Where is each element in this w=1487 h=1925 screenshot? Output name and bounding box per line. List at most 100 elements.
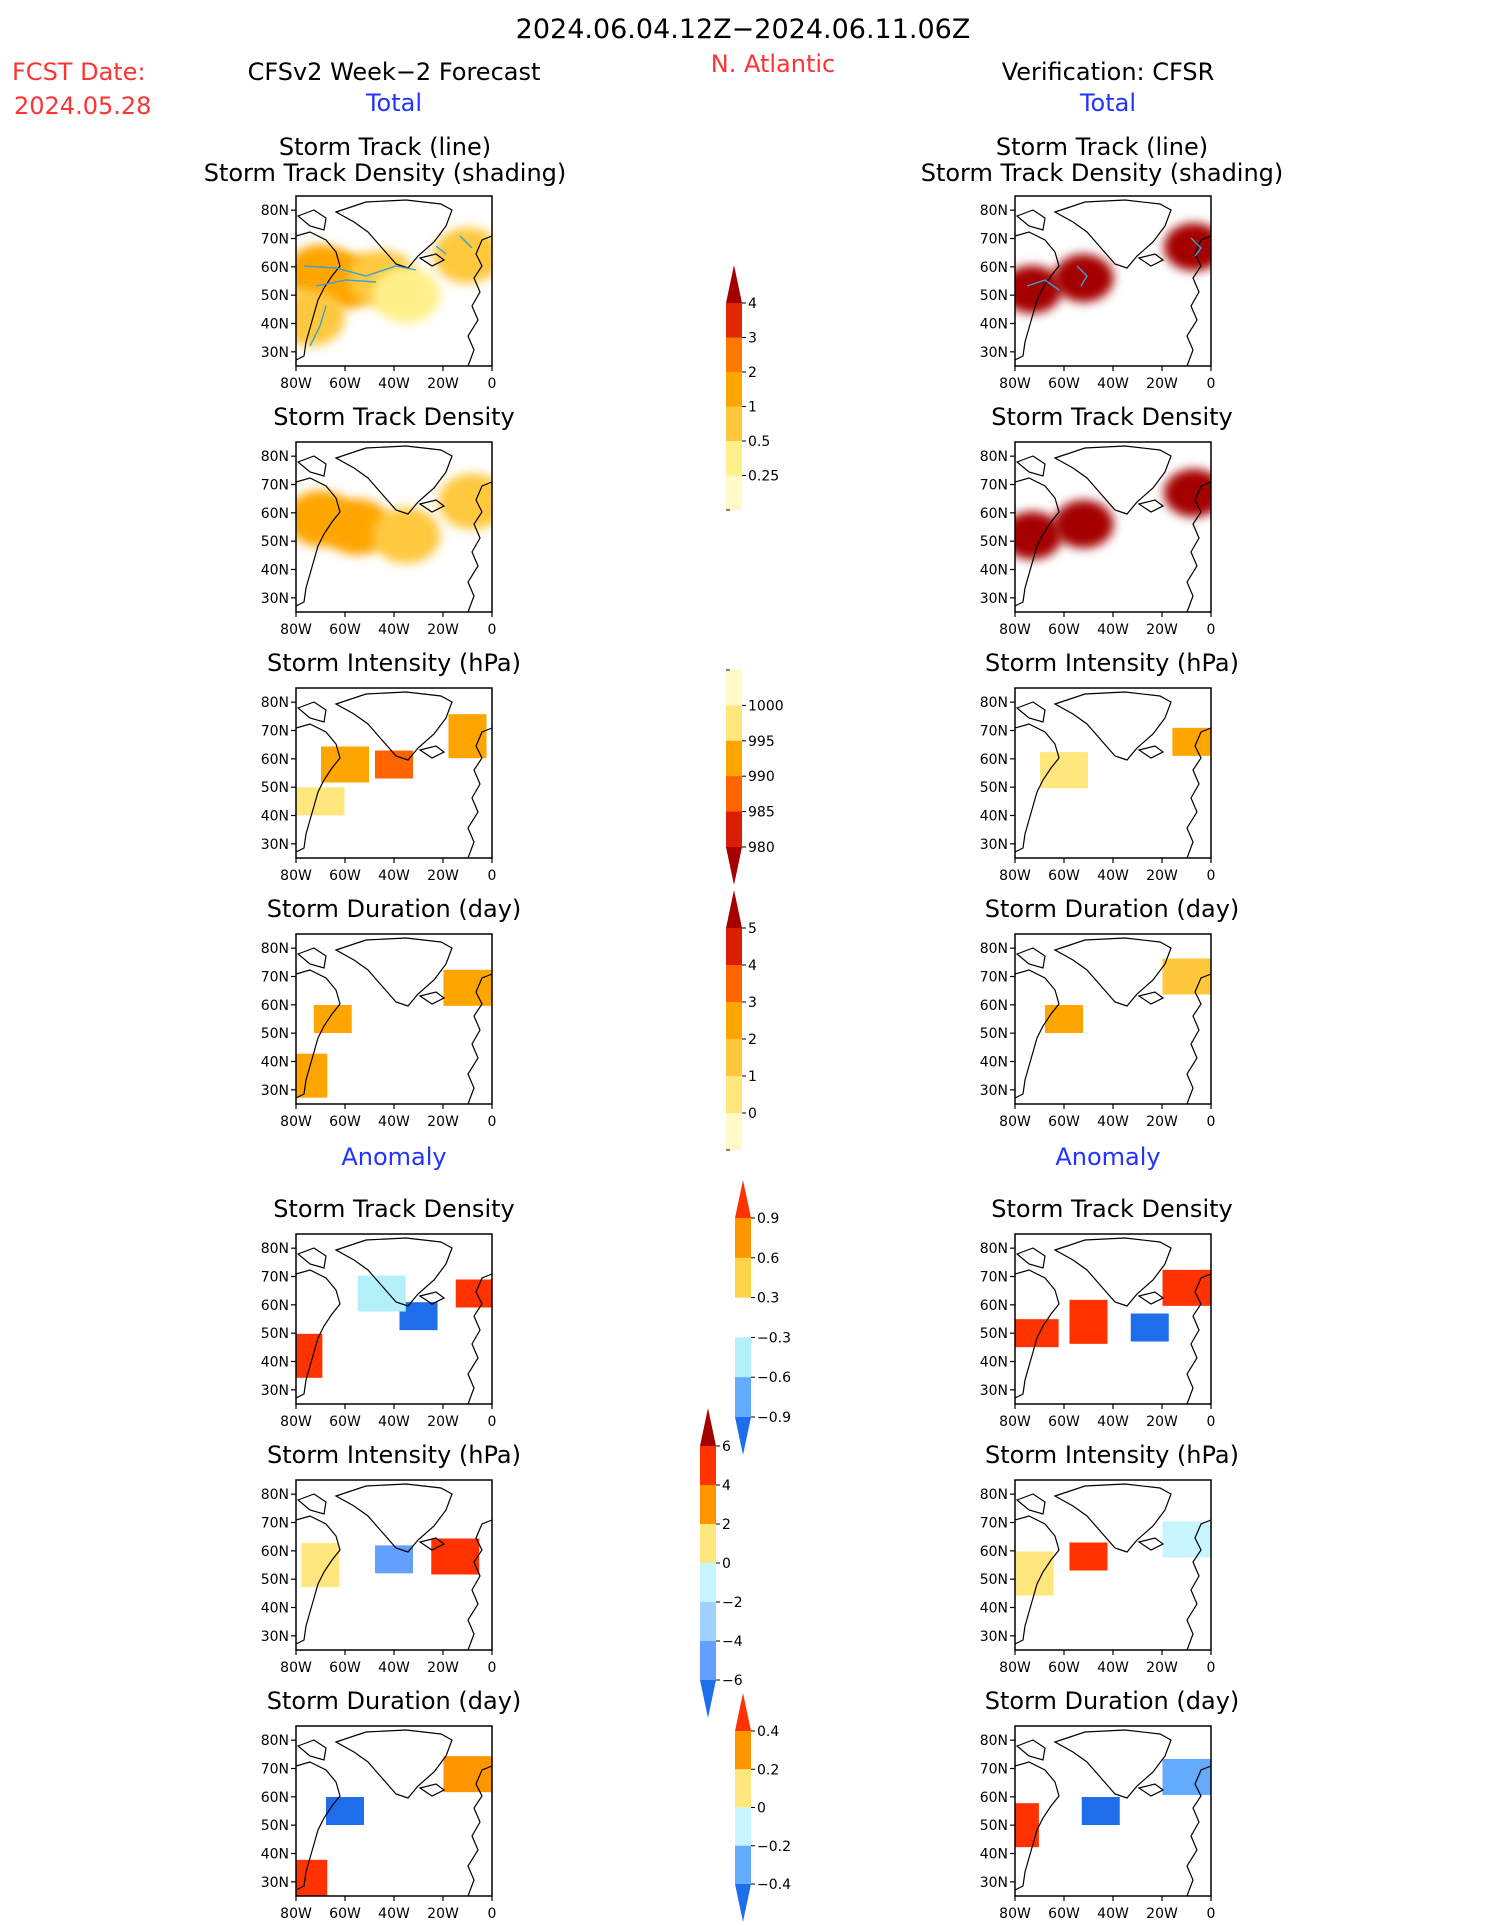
lon-tick-label: 20W	[427, 376, 459, 392]
density-blob	[1163, 223, 1211, 271]
colorbar-duration-total: 5 4 3 2 1 0	[726, 890, 757, 1151]
lat-tick-label: 50N	[980, 1326, 1008, 1342]
lat-tick-label: 80N	[980, 1487, 1008, 1503]
lat-tick-label: 30N	[980, 1875, 1008, 1891]
lon-tick-label: 0	[488, 1660, 497, 1676]
coastlines	[1014, 1237, 1212, 1405]
lon-tick-label: 40W	[378, 1114, 410, 1130]
region-title: N. Atlantic	[711, 50, 835, 78]
colorbar-label: 0	[722, 1556, 731, 1572]
lat-tick-label: 70N	[980, 1762, 1008, 1778]
lat-tick-label: 40N	[980, 563, 1008, 579]
lon-tick-label: 40W	[1097, 1414, 1129, 1430]
density-blob	[372, 267, 441, 324]
title-fcst-duration-anom: Storm Duration (day)	[267, 1687, 522, 1715]
lon-tick-label: 80W	[999, 1660, 1031, 1676]
panel-fcst-duration-anom: 80N 70N 60N 50N 40N 30N 80W 60W 40W 20W 0	[261, 1725, 496, 1922]
panel-fcst-track: 80N 70N 60N 50N 40N 30N 80W 60W 40W 20W 0	[261, 195, 496, 392]
lon-tick-label: 0	[1207, 1114, 1216, 1130]
colorbar-label: 980	[748, 840, 775, 856]
lat-tick-label: 70N	[980, 1516, 1008, 1532]
lon-tick-label: 60W	[329, 1660, 361, 1676]
density-blob	[372, 507, 441, 564]
lon-tick-label: 60W	[1048, 376, 1080, 392]
lon-tick-label: 0	[1207, 1906, 1216, 1922]
field-cell	[296, 1053, 328, 1098]
lon-tick-label: 60W	[329, 376, 361, 392]
lon-tick-label: 40W	[378, 376, 410, 392]
colorbar-label: −0.2	[757, 1839, 791, 1855]
coastlines	[295, 199, 493, 367]
title-fcst-density: Storm Track Density	[273, 403, 514, 431]
right-total-label: Total	[1079, 89, 1136, 117]
coastlines	[1014, 691, 1212, 859]
field-cell	[1130, 1313, 1169, 1342]
field-cell	[321, 746, 369, 783]
title-cfsr-track-line: Storm Track (line)	[996, 133, 1208, 161]
colorbar-cell	[700, 1641, 716, 1681]
field-cell	[326, 1797, 364, 1825]
lon-tick-label: 20W	[1146, 622, 1178, 638]
lat-tick-label: 30N	[980, 1083, 1008, 1099]
lon-tick-label: 20W	[427, 1660, 459, 1676]
lat-tick-label: 40N	[980, 809, 1008, 825]
lat-tick-label: 30N	[261, 1629, 289, 1645]
lat-tick-label: 30N	[980, 591, 1008, 607]
lat-tick-label: 50N	[261, 1572, 289, 1588]
colorbar-label: 2	[722, 1517, 731, 1533]
colorbar-cell	[726, 441, 742, 476]
lon-tick-label: 40W	[1097, 1114, 1129, 1130]
lat-tick-label: 80N	[261, 695, 289, 711]
lon-tick-label: 60W	[329, 868, 361, 884]
colorbar-label: 990	[748, 769, 775, 785]
lat-tick-label: 60N	[261, 1298, 289, 1314]
lon-tick-label: 20W	[427, 1414, 459, 1430]
panel-cfsr-duration: 80N 70N 60N 50N 40N 30N 80W 60W 40W 20W 0	[980, 933, 1216, 1130]
lon-tick-label: 20W	[1146, 1114, 1178, 1130]
field-cell	[1069, 1299, 1108, 1344]
lat-tick-label: 70N	[980, 1270, 1008, 1286]
field-layer	[1015, 1759, 1211, 1848]
lat-tick-label: 70N	[261, 1762, 289, 1778]
lon-tick-label: 40W	[1097, 1906, 1129, 1922]
lat-tick-label: 50N	[261, 1326, 289, 1342]
colorbar-label: 2	[748, 365, 757, 381]
field-layer	[1015, 469, 1211, 560]
colorbar-top-arrow	[735, 1180, 751, 1218]
field-cell	[1040, 752, 1088, 789]
coastlines	[295, 1483, 493, 1651]
lon-tick-label: 60W	[1048, 1114, 1080, 1130]
field-cell	[375, 1545, 413, 1574]
field-cell	[1015, 1319, 1059, 1348]
panel-cfsr-density-anom: 80N 70N 60N 50N 40N 30N 80W 60W 40W 20W 0	[980, 1233, 1215, 1430]
lat-tick-label: 40N	[261, 1055, 289, 1071]
lon-tick-label: 0	[488, 868, 497, 884]
colorbar-cell	[700, 1485, 716, 1525]
lat-tick-label: 70N	[261, 1270, 289, 1286]
lat-tick-label: 70N	[261, 970, 289, 986]
lon-tick-label: 60W	[1048, 622, 1080, 638]
field-cell	[455, 1279, 492, 1308]
colorbar-cell	[735, 1218, 751, 1259]
right-column-title: Verification: CFSR	[1002, 58, 1215, 86]
title-cfsr-duration-anom: Storm Duration (day)	[985, 1687, 1240, 1715]
colorbar-cell	[726, 705, 742, 742]
lon-tick-label: 80W	[280, 868, 312, 884]
field-cell	[1045, 1005, 1083, 1033]
panel-cfsr-density: 80N 70N 60N 50N 40N 30N 80W 60W 40W 20W 0	[980, 441, 1216, 638]
colorbar-cell	[726, 928, 742, 966]
colorbar-cell	[726, 965, 742, 1003]
lat-tick-label: 60N	[261, 1544, 289, 1560]
lat-tick-label: 60N	[261, 1790, 289, 1806]
lat-tick-label: 40N	[261, 1601, 289, 1617]
lon-tick-label: 40W	[1097, 376, 1129, 392]
field-cell	[313, 1005, 352, 1033]
lon-tick-label: 40W	[1097, 868, 1129, 884]
colorbar-label: −4	[722, 1634, 743, 1650]
colorbar-cell	[700, 1563, 716, 1603]
lon-tick-label: 20W	[1146, 868, 1178, 884]
lon-tick-label: 0	[1207, 622, 1216, 638]
colorbar-cell	[726, 475, 742, 511]
colorbar-label: −0.4	[757, 1877, 791, 1893]
lat-tick-label: 30N	[261, 591, 289, 607]
